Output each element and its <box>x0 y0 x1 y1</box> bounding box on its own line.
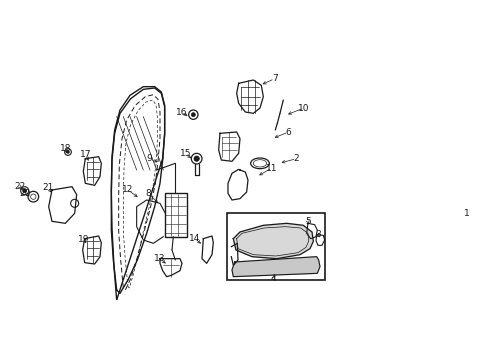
Polygon shape <box>232 257 320 277</box>
Circle shape <box>23 189 26 193</box>
Text: 21: 21 <box>42 184 54 193</box>
Text: 4: 4 <box>270 274 276 283</box>
Text: 2: 2 <box>294 154 299 163</box>
Circle shape <box>191 113 196 117</box>
Text: 20: 20 <box>20 189 31 198</box>
Text: 22: 22 <box>14 182 25 191</box>
Text: 9: 9 <box>147 154 152 163</box>
Text: 19: 19 <box>78 235 90 244</box>
Text: 14: 14 <box>189 234 200 243</box>
Text: 12: 12 <box>122 185 134 194</box>
Text: 5: 5 <box>305 217 311 226</box>
Text: 6: 6 <box>286 127 292 136</box>
Text: 10: 10 <box>298 104 310 113</box>
Text: 8: 8 <box>146 189 151 198</box>
Polygon shape <box>233 223 313 259</box>
Text: 1: 1 <box>464 209 469 218</box>
Text: 11: 11 <box>266 163 278 172</box>
Text: 16: 16 <box>175 108 187 117</box>
Text: 18: 18 <box>60 144 71 153</box>
Text: 15: 15 <box>179 149 191 158</box>
Bar <box>227 213 325 280</box>
Bar <box>165 193 187 237</box>
Text: 3: 3 <box>315 230 321 239</box>
Circle shape <box>67 151 69 153</box>
Circle shape <box>194 156 199 161</box>
Text: 13: 13 <box>154 254 166 263</box>
Text: 7: 7 <box>272 74 277 83</box>
Text: 17: 17 <box>79 150 91 159</box>
